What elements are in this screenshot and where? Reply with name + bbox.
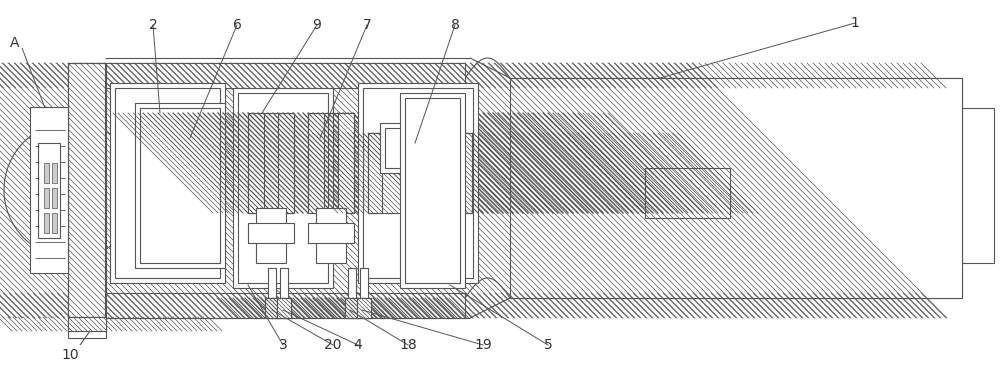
Bar [345,298,359,308]
Bar [348,268,356,298]
Bar [265,308,279,318]
Bar [962,108,994,263]
Bar [265,298,279,318]
Bar [363,88,473,278]
Bar [360,268,368,298]
Bar [458,133,472,213]
Text: 3: 3 [279,338,287,352]
Bar [308,113,324,213]
Bar [510,78,962,298]
Text: 5: 5 [544,338,552,352]
Text: 1: 1 [851,16,859,30]
Text: 6: 6 [233,18,241,32]
Bar [68,63,106,318]
Bar [44,213,49,233]
Bar [357,308,371,318]
Bar [265,298,279,308]
Bar [308,113,354,213]
Bar [68,317,106,331]
Bar [238,93,328,283]
Bar [256,208,286,263]
Text: 9: 9 [313,18,321,32]
Bar [105,63,465,88]
Bar [316,208,346,263]
Bar [52,163,57,183]
Bar [248,113,294,213]
Bar [338,113,354,213]
Text: 18: 18 [399,338,417,352]
Bar [105,63,465,88]
Bar [233,88,333,288]
Text: A: A [10,36,20,50]
Bar [345,298,359,318]
Bar [345,308,359,318]
Bar [405,98,460,283]
Text: 19: 19 [474,338,492,352]
Bar [277,298,291,318]
Bar [248,113,264,213]
Text: 20: 20 [324,338,342,352]
Bar [358,83,478,283]
Bar [248,223,294,243]
Bar [248,113,264,213]
Bar [400,93,465,288]
Bar [68,63,106,318]
Text: 10: 10 [61,348,79,362]
Text: 4: 4 [354,338,362,352]
Bar [277,308,291,318]
Bar [278,113,294,213]
Bar [105,293,465,318]
Bar [308,223,354,243]
Bar [140,108,220,263]
Bar [68,317,106,331]
Bar [357,298,371,318]
Bar [338,113,354,213]
Bar [278,113,294,213]
Bar [308,113,324,213]
Bar [368,133,382,213]
Bar [345,298,359,318]
Bar [135,103,225,268]
Bar [277,298,291,318]
Bar [110,83,225,283]
Bar [385,128,455,168]
Bar [277,298,291,308]
Bar [357,298,371,308]
Bar [268,268,276,298]
Bar [280,268,288,298]
Bar [52,213,57,233]
Bar [44,163,49,183]
Bar [265,298,279,318]
Bar [68,330,106,338]
Text: 7: 7 [363,18,371,32]
Bar [38,143,60,238]
Bar [645,168,730,218]
Text: 2: 2 [149,18,157,32]
Bar [357,298,371,318]
Bar [380,123,460,173]
Bar [52,188,57,208]
Text: 8: 8 [451,18,459,32]
Bar [458,133,472,213]
Bar [368,133,382,213]
Bar [115,88,220,278]
Bar [368,133,472,213]
Bar [68,317,106,331]
Bar [105,293,465,318]
Bar [44,188,49,208]
Bar [30,107,68,273]
